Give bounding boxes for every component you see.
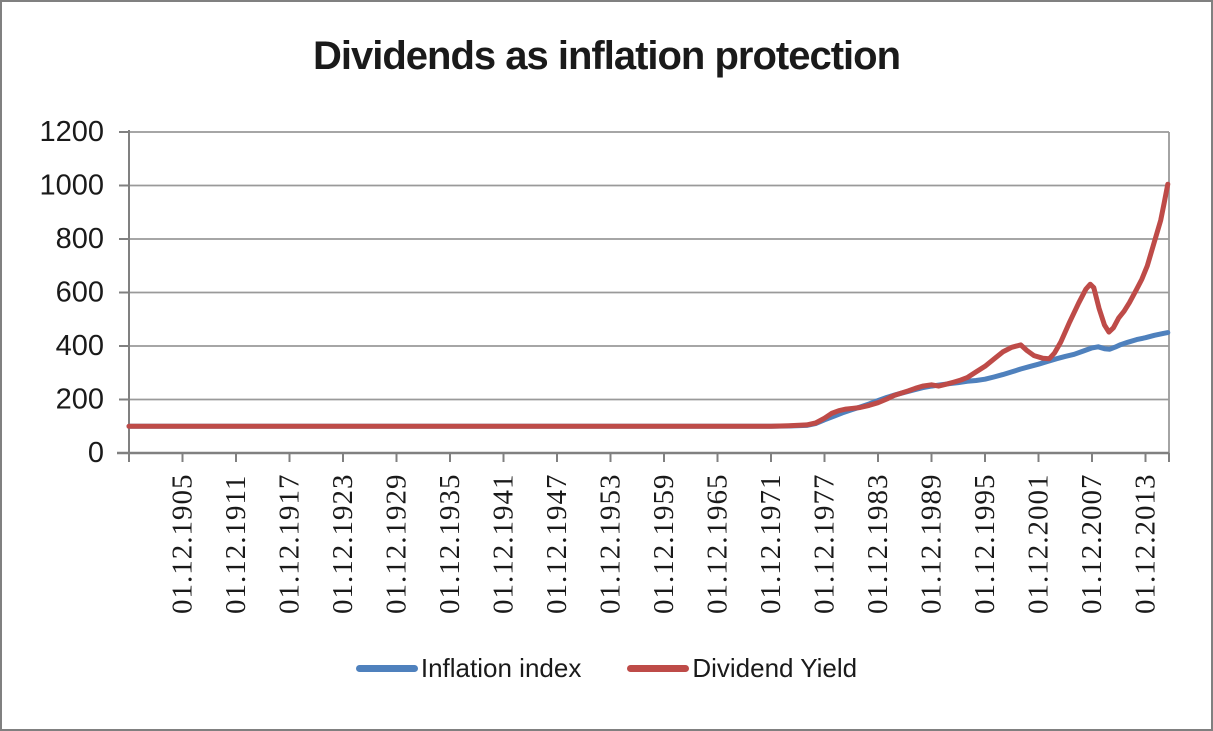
x-tick-label: 01.12.1935 xyxy=(434,473,466,614)
legend-swatch-dividend-yield xyxy=(627,665,690,672)
chart-title: Dividends as inflation protection xyxy=(312,34,901,78)
legend-label-inflation-index: Inflation index xyxy=(420,653,582,683)
y-tick-label: 1000 xyxy=(39,170,104,202)
series-line-dividend-yield xyxy=(126,181,1171,429)
y-axis-labels: 0 200 400 600 800 1000 1200 xyxy=(39,116,129,469)
x-ticks xyxy=(128,453,1170,462)
x-tick-label: 01.12.1995 xyxy=(969,474,1001,615)
x-tick-label: 01.12.1971 xyxy=(755,474,787,615)
x-tick-label: 01.12.1983 xyxy=(862,474,894,615)
y-tick-label: 200 xyxy=(56,384,104,416)
x-tick-label: 01.12.2007 xyxy=(1076,474,1108,615)
y-tick-label: 600 xyxy=(56,277,104,309)
x-tick-label: 01.12.1923 xyxy=(327,474,359,615)
legend-label-dividend-yield: Dividend Yield xyxy=(692,653,858,683)
x-tick-label: 01.12.1905 xyxy=(166,474,198,615)
x-tick-label: 01.12.1929 xyxy=(380,474,412,615)
x-tick-label: 01.12.1941 xyxy=(487,474,519,614)
x-tick-label: 01.12.1947 xyxy=(541,474,573,615)
x-tick-label: 01.12.2001 xyxy=(1022,474,1054,615)
x-tick-label: 01.12.1959 xyxy=(648,474,680,615)
x-tick-label: 01.12.1911 xyxy=(220,475,252,614)
x-tick-label: 01.12.1953 xyxy=(594,474,626,615)
legend-item-dividend-yield[interactable]: Dividend Yield xyxy=(627,653,857,684)
x-tick-label: 01.12.1989 xyxy=(915,473,947,614)
legend-swatch-inflation-index xyxy=(355,665,418,672)
legend-item-inflation-index[interactable]: Inflation index xyxy=(355,653,582,684)
y-tick-label: 800 xyxy=(56,223,104,255)
chart-legend: Inflation index Dividend Yield xyxy=(2,653,1211,684)
y-gridlines xyxy=(129,131,1169,401)
x-tick-label: 01.12.1965 xyxy=(701,474,733,615)
x-tick-label: 01.12.1917 xyxy=(273,474,305,615)
y-tick-label: 400 xyxy=(56,330,104,362)
x-tick-label: 01.12.1977 xyxy=(808,474,840,615)
y-tick-label: 0 xyxy=(88,437,104,469)
y-tick-label: 1200 xyxy=(39,116,104,148)
x-tick-label: 01.12.2013 xyxy=(1130,474,1162,615)
x-axis-labels: 01.12.1905 01.12.1911 01.12.1917 01.12.1923… xyxy=(166,473,1161,614)
